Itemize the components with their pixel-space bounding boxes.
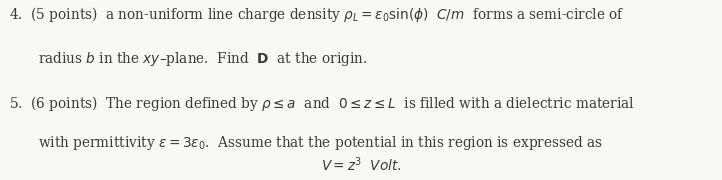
Text: 5.  (6 points)  The region defined by $\rho \leq a$  and  $0 \leq z \leq L$  is : 5. (6 points) The region defined by $\rh… bbox=[9, 94, 635, 113]
Text: with permittivity $\epsilon = 3\epsilon_0$.  Assume that the potential in this r: with permittivity $\epsilon = 3\epsilon_… bbox=[38, 134, 602, 152]
Text: 4.  (5 points)  a non-uniform line charge density $\rho_L = \epsilon_0 \sin(\phi: 4. (5 points) a non-uniform line charge … bbox=[9, 5, 625, 24]
Text: radius $b$ in the $xy$–plane.  Find  $\mathbf{D}$  at the origin.: radius $b$ in the $xy$–plane. Find $\mat… bbox=[38, 50, 367, 68]
Text: $V = z^3$  $Volt.$: $V = z^3$ $Volt.$ bbox=[321, 155, 401, 174]
